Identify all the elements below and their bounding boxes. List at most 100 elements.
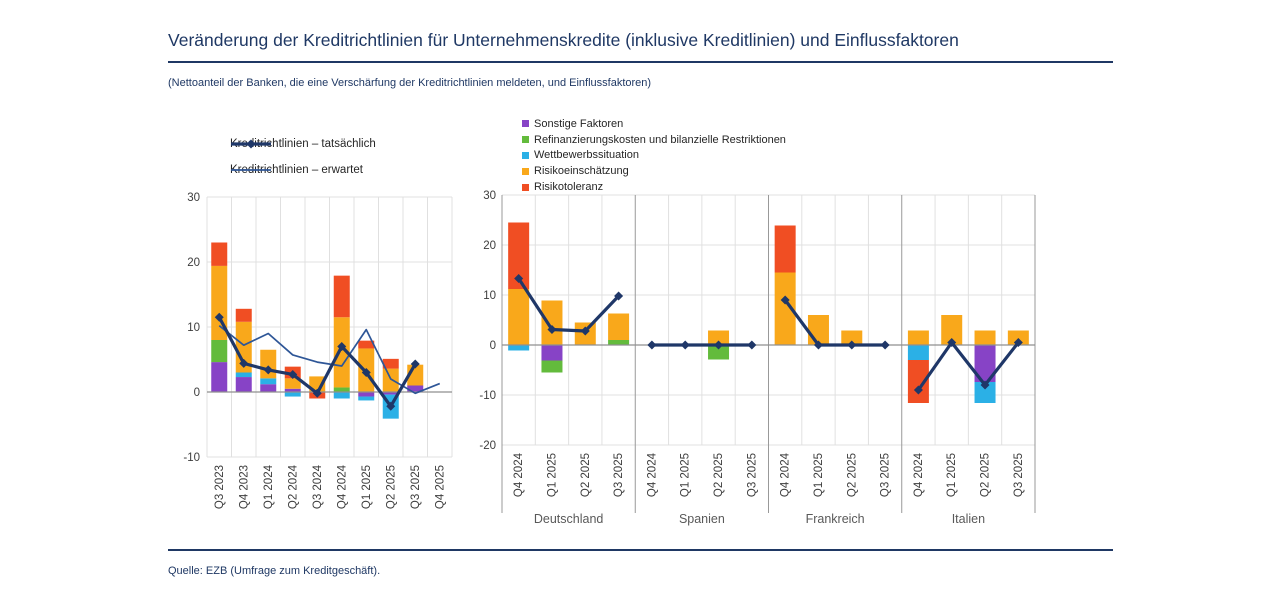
cat-label: Q1 2025 bbox=[546, 453, 558, 497]
tick-label: -10 bbox=[479, 390, 496, 402]
bar-segment-wettbewerb bbox=[907, 345, 929, 360]
line-legend: Kreditrichtlinien – tatsächlich Kreditri… bbox=[230, 131, 376, 183]
line-marker bbox=[913, 385, 923, 395]
legend-item-actual: Kreditrichtlinien – tatsächlich bbox=[230, 131, 376, 157]
bar-segment-wettbewerb bbox=[260, 378, 277, 385]
cat-label: Q3 2025 bbox=[613, 453, 625, 497]
bar-segment-sonstige bbox=[284, 388, 301, 392]
cat-label: Q2 2025 bbox=[980, 453, 992, 497]
line-marker bbox=[361, 368, 371, 377]
cat-label: Q3 2025 bbox=[1013, 453, 1025, 497]
bar-segment-risikoein bbox=[841, 330, 863, 345]
bar-segment-risikoein bbox=[708, 330, 730, 345]
line-marker bbox=[386, 401, 396, 411]
bar-segment-wettbewerb bbox=[284, 392, 301, 397]
tick-label: 10 bbox=[187, 322, 200, 334]
line-marker bbox=[214, 312, 224, 322]
cat-label: Q1 2024 bbox=[263, 464, 275, 509]
line-marker bbox=[337, 342, 347, 351]
grp-label: Deutschland bbox=[534, 512, 604, 526]
legend-swatch-icon bbox=[522, 167, 529, 175]
bar-segment-risikotol bbox=[333, 275, 350, 318]
thin-line-sample-icon bbox=[231, 169, 271, 171]
data-line bbox=[917, 340, 1020, 391]
data-line bbox=[783, 299, 886, 347]
cat-label: Q2 2025 bbox=[385, 465, 397, 509]
tick-label: 30 bbox=[187, 192, 200, 204]
cat-label: Q3 2024 bbox=[312, 464, 324, 509]
bar-segment-risikoein bbox=[774, 272, 796, 345]
bar-segment-risikotol bbox=[907, 360, 929, 403]
bar-segment-wettbewerb bbox=[235, 372, 252, 378]
page-title: Veränderung der Kreditrichtlinien für Un… bbox=[168, 30, 959, 50]
line-marker bbox=[847, 340, 857, 350]
line-marker bbox=[239, 358, 249, 368]
bar-segment-refi bbox=[211, 340, 228, 363]
legend-swatch-icon bbox=[522, 183, 529, 191]
bar-segment-risikoein bbox=[284, 378, 301, 389]
bar-segment-sonstige bbox=[382, 392, 399, 395]
cat-label: Q1 2025 bbox=[680, 453, 692, 497]
countries-chart: 30 20 10 0 -10 -20 Q4 2024 Q1 2025 Q2 2025 Q3 202… bbox=[479, 190, 1036, 526]
legend-item-sonstige: Sonstige Faktoren bbox=[522, 116, 786, 132]
cat-label: Q4 2025 bbox=[434, 465, 446, 509]
legend-label: Wettbewerbssituation bbox=[534, 149, 639, 162]
legend-label: Sonstige Faktoren bbox=[534, 117, 624, 130]
line-marker bbox=[547, 325, 557, 334]
bar-segment-risikoein bbox=[974, 330, 996, 345]
bar-segment-risikotol bbox=[211, 242, 228, 266]
legend-item-expected: Kreditrichtlinien – erwartet bbox=[230, 157, 376, 183]
cat-label: Q2 2024 bbox=[287, 464, 299, 509]
bar-segment-sonstige bbox=[407, 385, 424, 392]
line-marker bbox=[410, 359, 420, 369]
thick-line-sample-icon bbox=[231, 139, 271, 149]
legend-item-risikotol: Risikotoleranz bbox=[522, 179, 786, 195]
line-marker bbox=[580, 326, 590, 336]
tick-label: 30 bbox=[483, 190, 496, 202]
legend-swatch-icon bbox=[522, 151, 529, 159]
grp-label: Italien bbox=[952, 512, 985, 526]
legend-item-risikoein: Risikoeinschätzung bbox=[522, 163, 786, 179]
bar-segment-wettbewerb bbox=[358, 396, 375, 401]
tick-label: 10 bbox=[483, 290, 496, 302]
bar-segment-sonstige bbox=[541, 345, 563, 361]
legend-item-wettbewerb: Wettbewerbssituation bbox=[522, 148, 786, 164]
bar-segment-sonstige bbox=[974, 345, 996, 382]
line-marker bbox=[747, 340, 757, 350]
cat-label: Q4 2024 bbox=[780, 452, 792, 497]
euro-area-chart: 30 20 10 0 -10 Q3 2023 Q4 2023 Q1 2024 Q2 2024 Q3… bbox=[183, 192, 453, 509]
tick-label: 0 bbox=[490, 340, 496, 352]
line-marker bbox=[312, 388, 322, 398]
bar-segment-risikoein bbox=[608, 313, 630, 340]
bar-segment-refi bbox=[608, 340, 630, 345]
bar-segment-risikoein bbox=[333, 317, 350, 388]
line-marker bbox=[813, 340, 823, 350]
legend-item-refi: Refinanzierungskosten und bilanzielle Re… bbox=[522, 132, 786, 148]
bar-segment-sonstige bbox=[235, 377, 252, 392]
bar-segment-risikoein bbox=[508, 289, 530, 345]
line-marker bbox=[246, 139, 256, 149]
cat-label: Q4 2024 bbox=[646, 452, 658, 497]
footer-rule bbox=[168, 549, 1113, 551]
bar-segment-risikotol bbox=[508, 222, 530, 289]
bar-segment-risikoein bbox=[235, 321, 252, 373]
bar-segment-risikoein bbox=[382, 368, 399, 392]
legend-label: Risikotoleranz bbox=[534, 181, 604, 194]
bar-segment-refi bbox=[708, 345, 730, 360]
line-marker bbox=[647, 340, 657, 350]
cat-label: Q4 2024 bbox=[513, 452, 525, 497]
bar-segment-risikoein bbox=[941, 315, 963, 345]
line-marker bbox=[288, 369, 298, 379]
bar-segment-risikotol bbox=[358, 340, 375, 349]
cat-label: Q4 2023 bbox=[238, 465, 250, 509]
cat-label: Q3 2025 bbox=[410, 465, 422, 509]
bar-segment-risikotol bbox=[235, 308, 252, 322]
bar-segment-risikoein bbox=[907, 330, 929, 345]
cat-label: Q4 2024 bbox=[913, 452, 925, 497]
legend-label: Refinanzierungskosten und bilanzielle Re… bbox=[534, 133, 786, 146]
bar-segment-risikoein bbox=[1007, 330, 1029, 345]
bar-segment-wettbewerb bbox=[974, 382, 996, 403]
page-subtitle: (Nettoanteil der Banken, die eine Versch… bbox=[168, 77, 652, 89]
legend-label: Kreditrichtlinien – erwartet bbox=[230, 164, 363, 176]
legend-label: Risikoeinschätzung bbox=[534, 165, 629, 178]
